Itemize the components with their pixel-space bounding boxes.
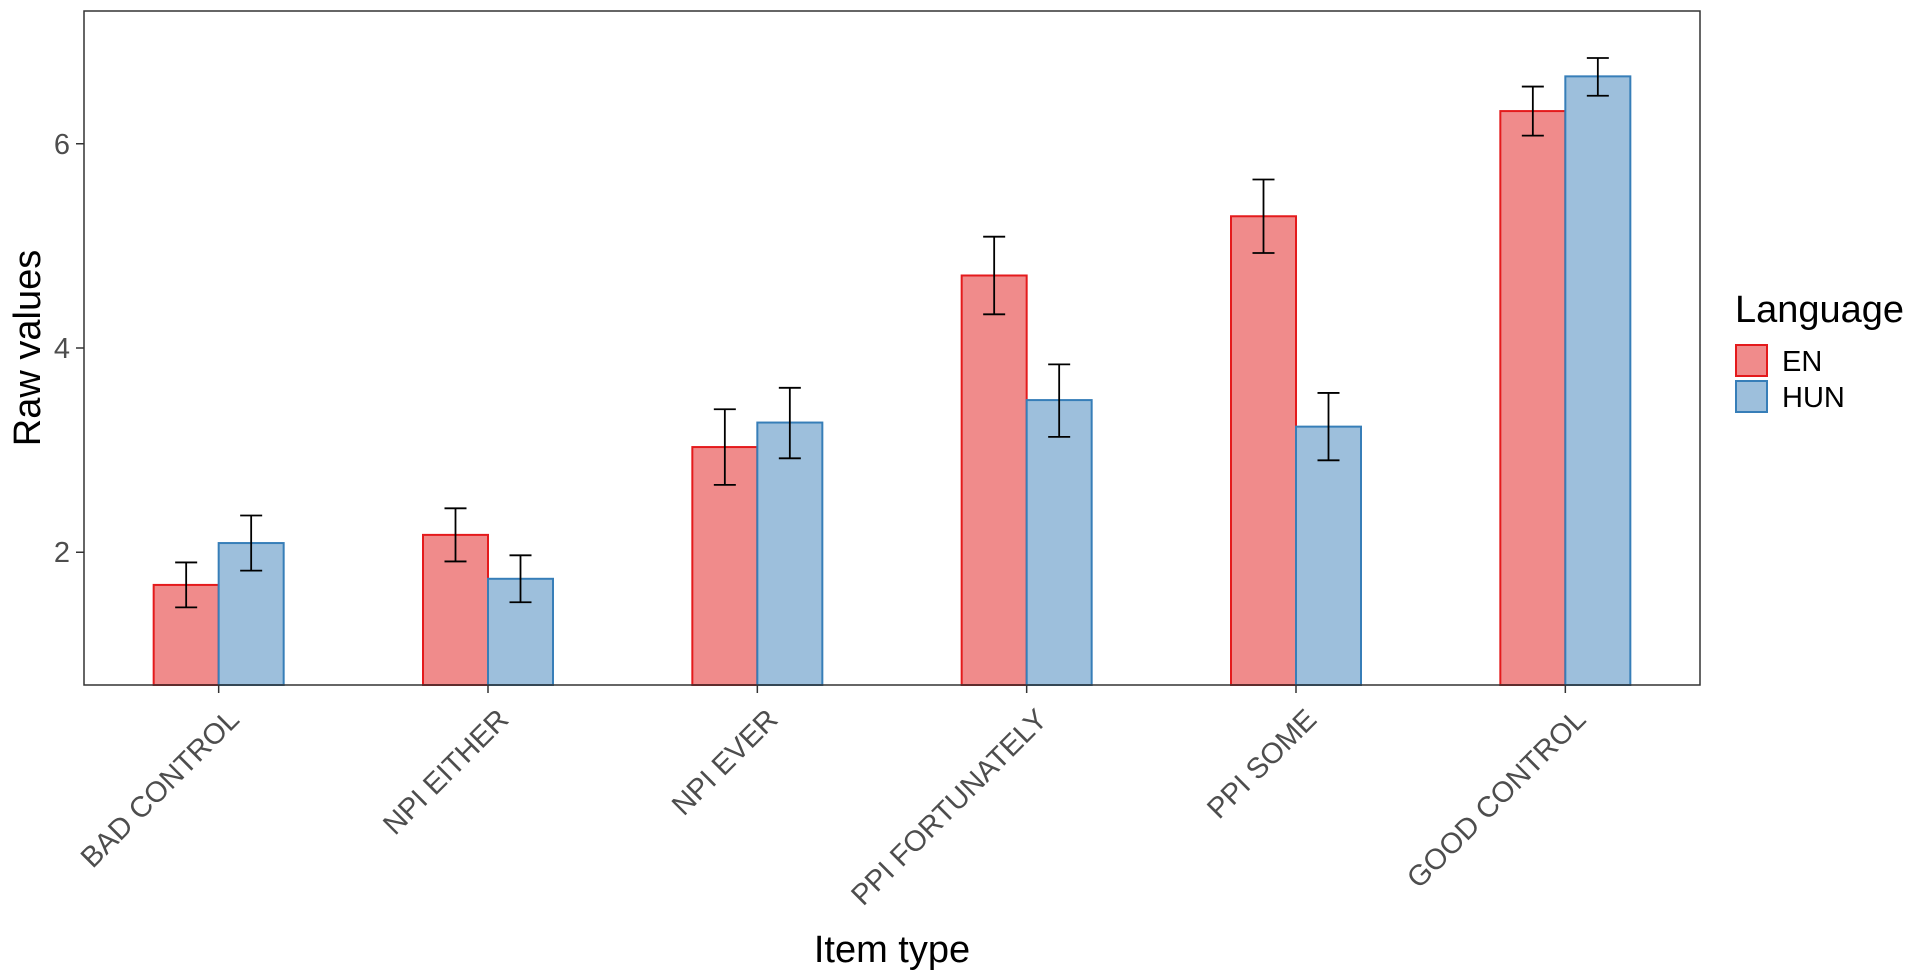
bar-hun-6	[1564, 75, 1632, 686]
bar-hun-5	[1295, 425, 1362, 686]
bar-en-5	[1230, 215, 1297, 686]
error-bar-en-4	[983, 235, 1006, 316]
x-tick-label: BAD CONTROL	[75, 703, 246, 874]
x-tick-label: NPI EITHER	[377, 703, 515, 841]
x-tick-label: GOOD CONTROL	[1401, 703, 1592, 894]
bar-hun-4	[1025, 399, 1093, 686]
error-bar-hun-1	[240, 514, 263, 572]
bars-layer	[152, 75, 1632, 687]
plot-panel-border	[83, 10, 1701, 686]
error-bar-en-1	[175, 561, 198, 609]
x-axis: BAD CONTROL NPI EITHER NPI EVER PPI FORTUNA…	[75, 685, 1592, 912]
error-bar-en-2	[444, 507, 467, 563]
error-bar-en-6	[1521, 85, 1544, 137]
error-bar-hun-3	[778, 386, 801, 460]
y-axis-title: Raw values	[7, 250, 49, 446]
bar-hun-2	[487, 577, 554, 687]
bar-en-4	[960, 274, 1028, 686]
y-tick-label: 6	[54, 129, 70, 161]
bar-en-6	[1499, 110, 1567, 686]
error-bars-layer	[175, 57, 1609, 609]
x-tick-label: NPI EVER	[666, 703, 784, 821]
error-bar-hun-2	[509, 554, 532, 604]
x-tick-label: PPI FORTUNATELY	[845, 703, 1053, 911]
error-bar-hun-4	[1048, 363, 1071, 438]
y-tick-label: 4	[54, 333, 70, 365]
x-tick-label: PPI SOME	[1201, 703, 1323, 825]
error-bar-en-3	[713, 408, 736, 486]
legend-label-en: EN	[1782, 346, 1822, 378]
legend-title: Language	[1735, 289, 1904, 331]
legend-label-hun: HUN	[1782, 382, 1845, 414]
y-axis: 2 4 6	[54, 129, 84, 569]
bar-hun-3	[756, 421, 824, 686]
legend-key-en	[1735, 344, 1768, 377]
x-axis-title: Item type	[814, 929, 970, 971]
y-tick-label: 2	[54, 537, 70, 569]
error-bar-hun-5	[1317, 392, 1340, 462]
error-bar-hun-6	[1586, 57, 1609, 97]
legend-key-hun	[1735, 380, 1768, 413]
error-bar-en-5	[1252, 178, 1275, 254]
legend: Language EN HUN	[1735, 289, 1904, 414]
